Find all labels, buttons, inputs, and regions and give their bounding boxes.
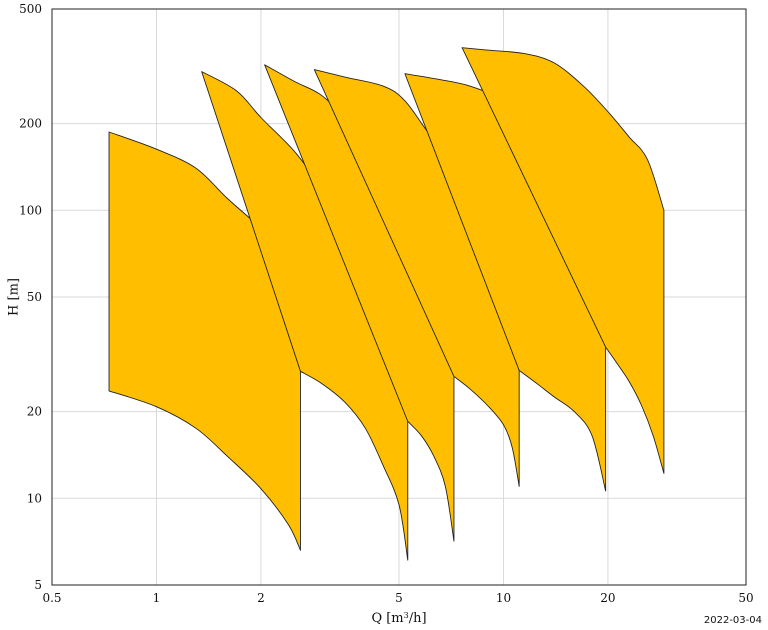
x-tick-label: 20	[600, 591, 615, 605]
y-tick-label: 100	[19, 203, 42, 217]
plot-frame	[51, 8, 747, 586]
x-tick-label: 5	[395, 591, 403, 605]
y-tick-label: 10	[27, 491, 42, 505]
pump-envelope-6	[461, 47, 665, 474]
y-tick-label: 5	[34, 578, 42, 592]
x-tick-label: 1	[153, 591, 161, 605]
y-tick-label: 500	[19, 2, 42, 16]
x-tick-label: 50	[738, 591, 753, 605]
date-stamp: 2022-03-04	[703, 615, 762, 626]
x-axis-title: Q [m3/h]	[371, 611, 426, 627]
plot-area	[108, 47, 665, 561]
x-tick-label: 0.5	[42, 591, 61, 605]
x-tick-label: 10	[496, 591, 511, 605]
tick-labels: 0.5 1 2 5 10 20 50 5 10 20 50 100 200 500	[19, 2, 754, 605]
pump-envelope-1	[108, 131, 301, 551]
y-axis-title: H [m]	[7, 278, 22, 316]
x-tick-label: 2	[257, 591, 265, 605]
y-tick-label: 50	[27, 290, 42, 304]
y-tick-label: 20	[27, 405, 42, 419]
y-tick-label: 200	[19, 117, 42, 131]
